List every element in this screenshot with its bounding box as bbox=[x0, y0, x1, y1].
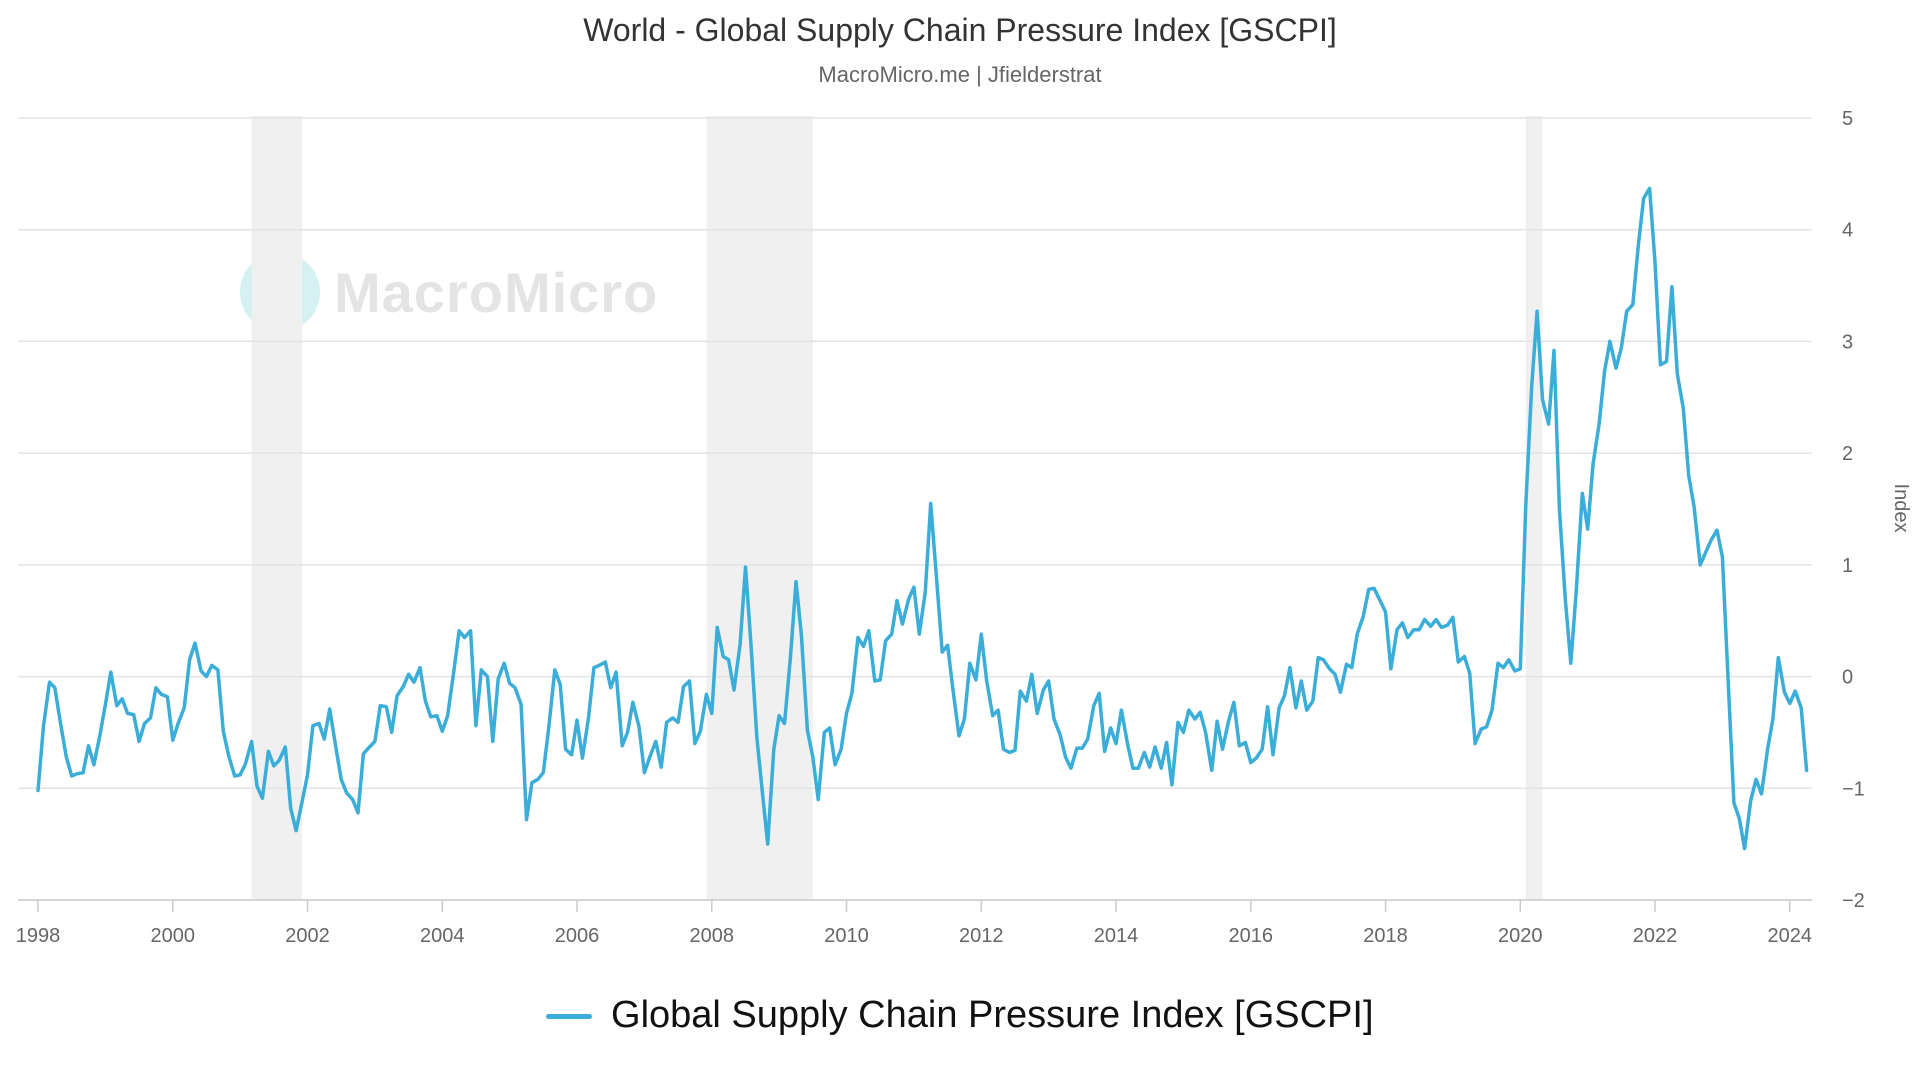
x-tick-label: 2018 bbox=[1363, 925, 1408, 947]
y-tick-label: 3 bbox=[1842, 331, 1853, 353]
x-tick-label: 2016 bbox=[1229, 925, 1274, 947]
y-tick-label: −2 bbox=[1842, 890, 1865, 912]
series-group bbox=[36, 186, 1809, 851]
recession-band bbox=[1525, 116, 1543, 900]
y-tick-label: 1 bbox=[1842, 555, 1853, 577]
x-tick-label: 2024 bbox=[1768, 925, 1813, 947]
watermark: MacroMicro bbox=[240, 250, 658, 334]
recession-shading bbox=[251, 116, 1543, 900]
y-axis: 5 4 3 2 1 0 −1 −2 bbox=[1842, 108, 1865, 912]
y-axis-label: Index bbox=[1890, 484, 1912, 533]
x-tick-label: 2008 bbox=[690, 925, 735, 947]
x-tick-label: 2010 bbox=[824, 925, 869, 947]
legend-item[interactable]: Global Supply Chain Pressure Index [GSCP… bbox=[0, 994, 1920, 1037]
x-tick-label: 1998 bbox=[16, 925, 61, 947]
x-tick-label: 2000 bbox=[151, 925, 196, 947]
x-tick-label: 2012 bbox=[959, 925, 1004, 947]
watermark-text: MacroMicro bbox=[334, 260, 659, 324]
recession-band bbox=[706, 116, 813, 900]
y-tick-label: 5 bbox=[1842, 108, 1853, 130]
y-tick-label: 4 bbox=[1842, 220, 1853, 242]
series-line[interactable] bbox=[36, 186, 1809, 851]
legend-label: Global Supply Chain Pressure Index [GSCP… bbox=[611, 994, 1374, 1036]
x-tick-label: 2014 bbox=[1094, 925, 1139, 947]
recession-band bbox=[251, 116, 303, 900]
chart-subtitle: MacroMicro.me | Jfielderstrat bbox=[818, 62, 1102, 87]
x-tick-label: 2006 bbox=[555, 925, 600, 947]
x-tick-label: 2002 bbox=[285, 925, 330, 947]
y-tick-label: −1 bbox=[1842, 778, 1865, 800]
x-tick-label: 2004 bbox=[420, 925, 465, 947]
x-tick-label: 2022 bbox=[1633, 925, 1678, 947]
y-tick-label: 2 bbox=[1842, 443, 1853, 465]
x-tick-label: 2020 bbox=[1498, 925, 1543, 947]
chart-title: World - Global Supply Chain Pressure Ind… bbox=[583, 12, 1337, 48]
y-tick-label: 0 bbox=[1842, 667, 1853, 689]
x-axis: 1998 2000 2002 2004 2006 2008 2010 2012 2014 2016… bbox=[16, 899, 1813, 947]
legend-line-icon bbox=[546, 1014, 593, 1020]
